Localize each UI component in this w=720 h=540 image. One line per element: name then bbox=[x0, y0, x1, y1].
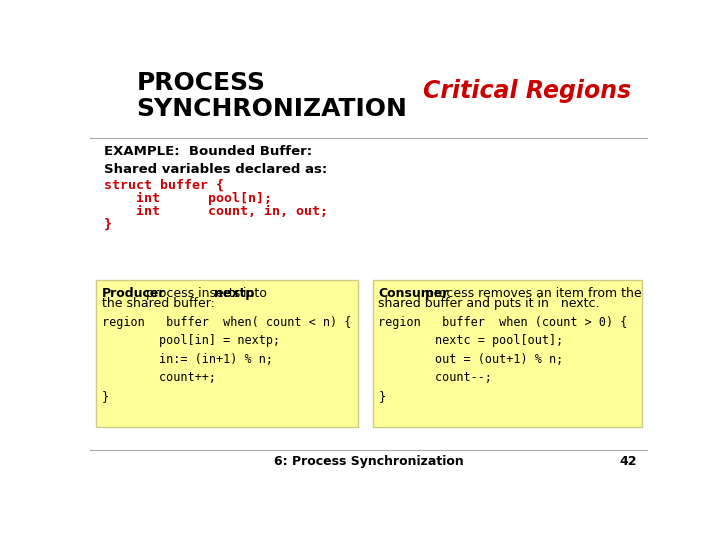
Text: into: into bbox=[239, 287, 266, 300]
Text: struct buffer {: struct buffer { bbox=[104, 179, 224, 192]
FancyBboxPatch shape bbox=[96, 280, 358, 427]
Text: }: } bbox=[104, 218, 112, 231]
Text: int      pool[n];: int pool[n]; bbox=[104, 192, 272, 205]
Text: Critical Regions: Critical Regions bbox=[423, 79, 631, 103]
Text: the shared buffer:: the shared buffer: bbox=[102, 298, 215, 310]
Text: PROCESS: PROCESS bbox=[137, 71, 266, 95]
Text: Producer: Producer bbox=[102, 287, 165, 300]
Text: SYNCHRONIZATION: SYNCHRONIZATION bbox=[137, 97, 408, 121]
Text: region   buffer  when( count < n) {
        pool[in] = nextp;
        in:= (in+1: region buffer when( count < n) { pool[in… bbox=[102, 316, 351, 403]
Text: 42: 42 bbox=[620, 455, 637, 468]
Text: region   buffer  when (count > 0) {
        nextc = pool[out];
        out = (ou: region buffer when (count > 0) { nextc =… bbox=[378, 316, 628, 403]
Text: nextp: nextp bbox=[214, 287, 254, 300]
Text: Shared variables declared as:: Shared variables declared as: bbox=[104, 164, 327, 177]
Text: process inserts: process inserts bbox=[142, 287, 244, 300]
Text: Consumer: Consumer bbox=[378, 287, 449, 300]
Text: shared buffer and puts it in   nextc.: shared buffer and puts it in nextc. bbox=[378, 298, 600, 310]
Text: int      count, in, out;: int count, in, out; bbox=[104, 205, 328, 218]
Text: EXAMPLE:  Bounded Buffer:: EXAMPLE: Bounded Buffer: bbox=[104, 145, 312, 158]
FancyBboxPatch shape bbox=[373, 280, 642, 427]
Text: process removes an item from the: process removes an item from the bbox=[423, 287, 642, 300]
Text: 6: Process Synchronization: 6: Process Synchronization bbox=[274, 455, 464, 468]
